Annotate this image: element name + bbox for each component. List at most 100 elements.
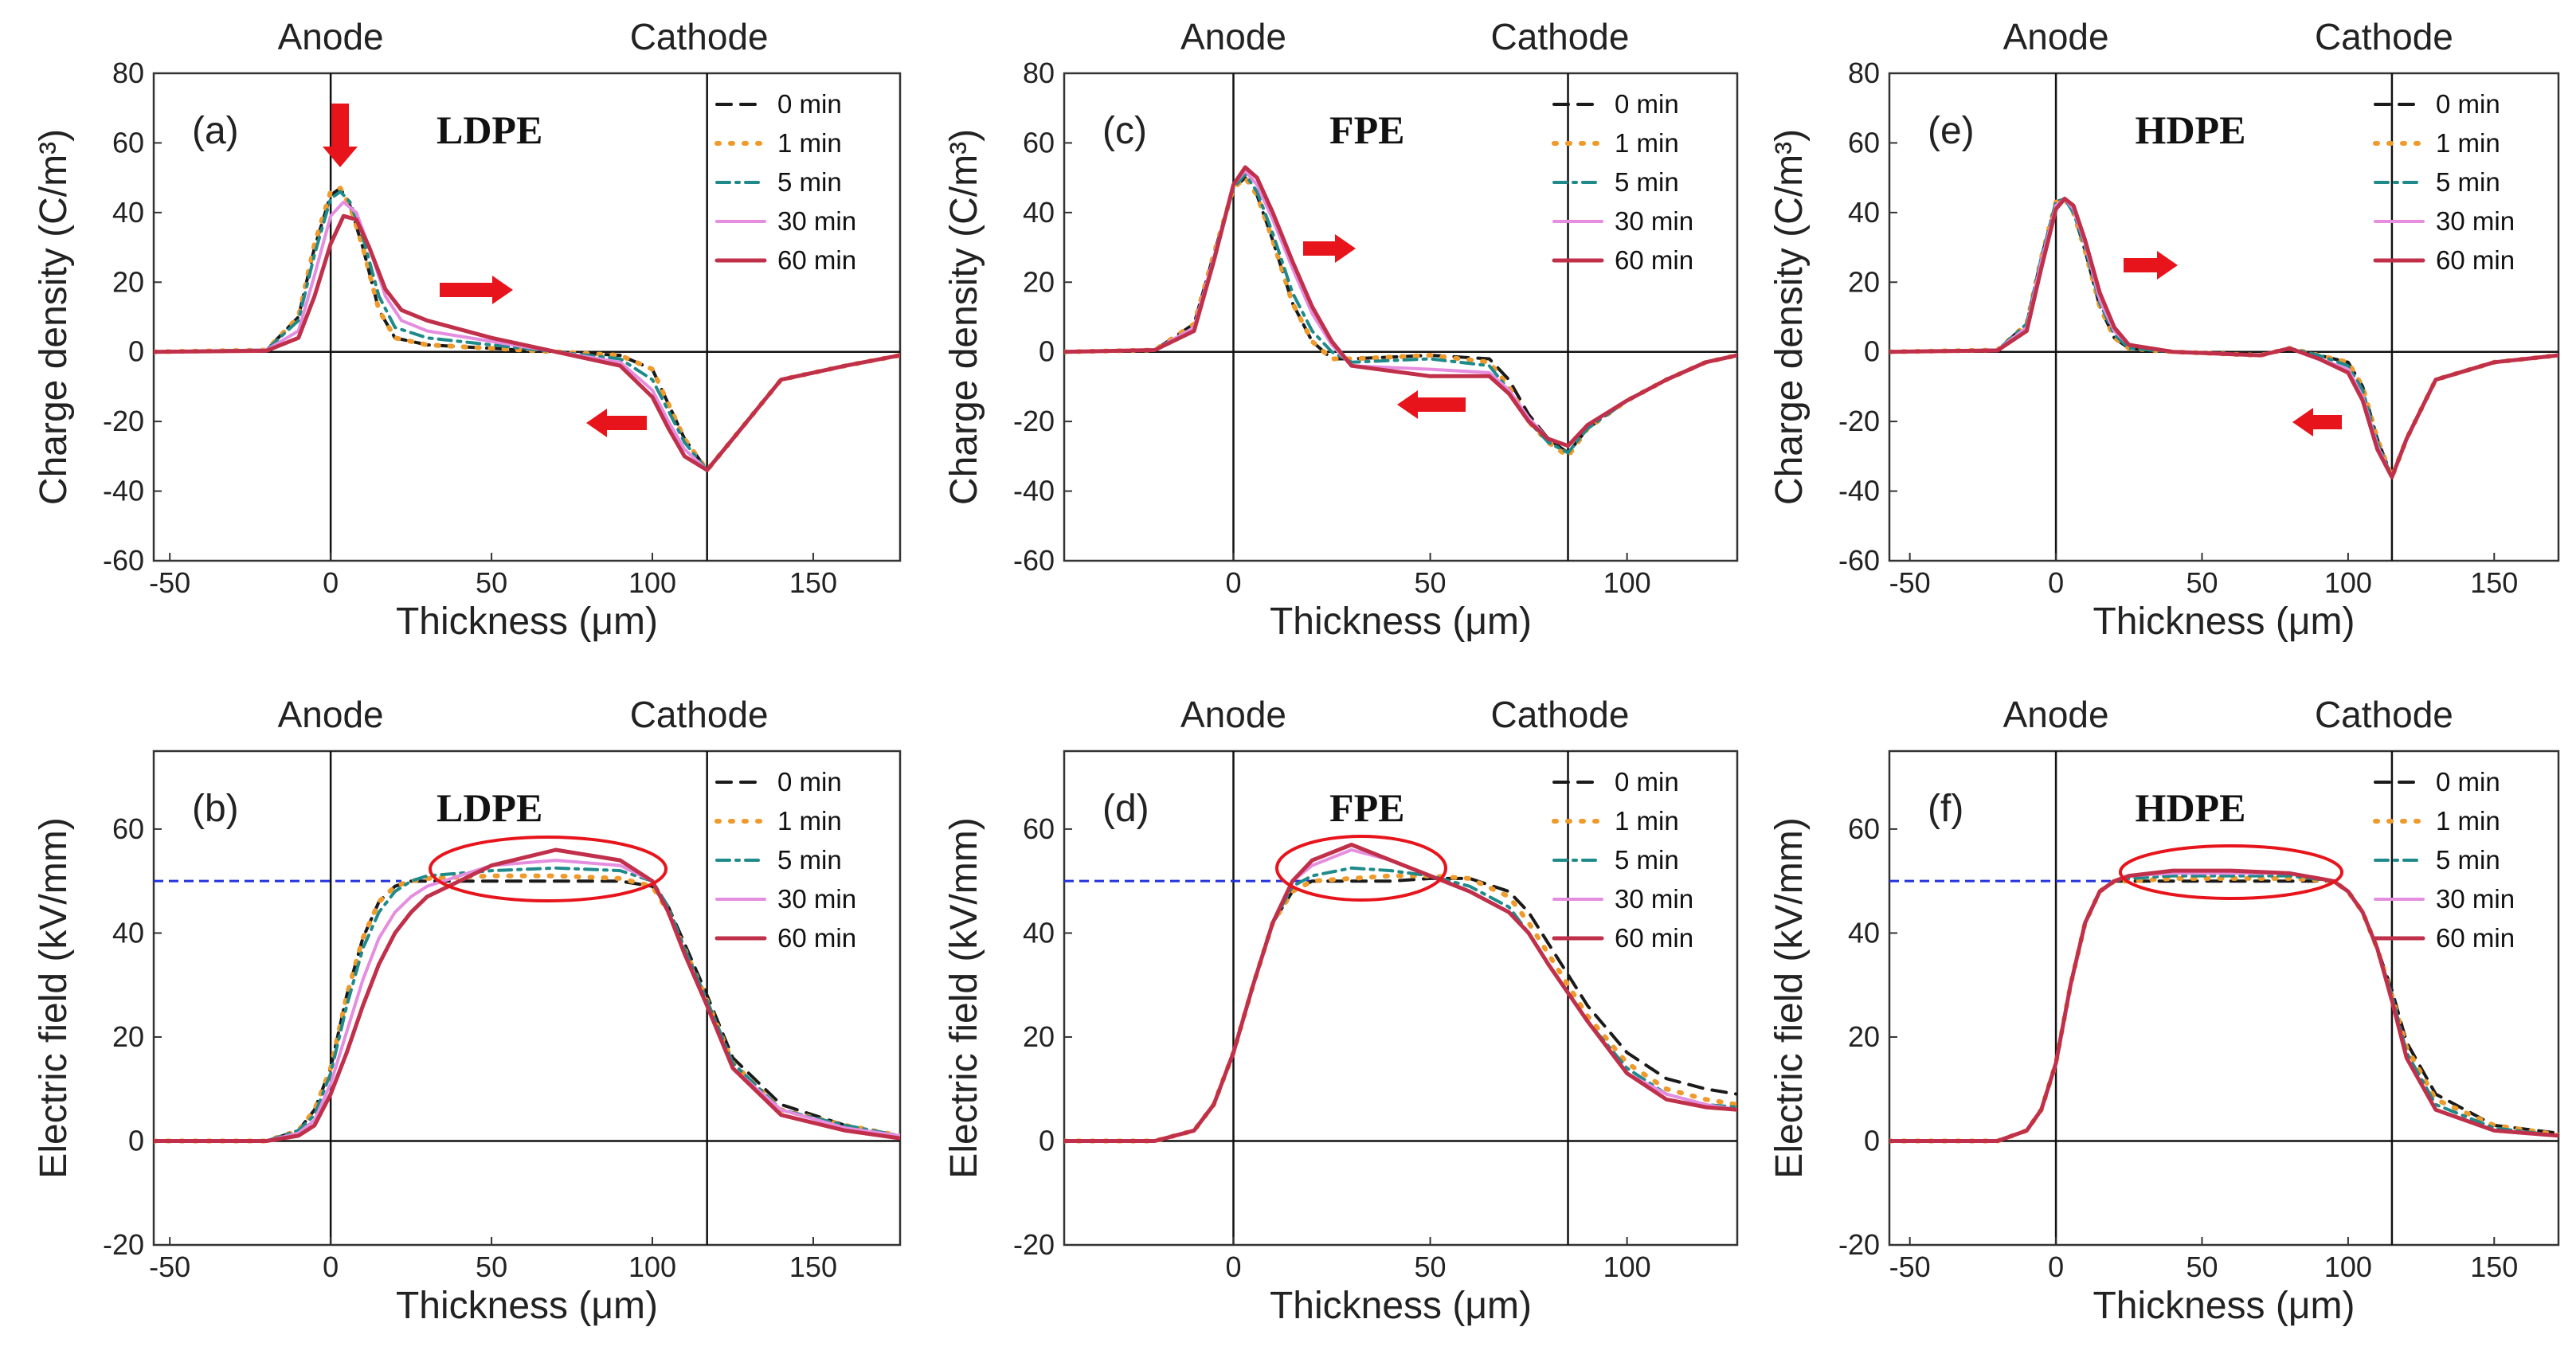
x-tick-label: 100 [1603,566,1651,599]
panel-title: HDPE [2136,108,2246,152]
y-tick-label: 20 [1023,265,1055,298]
y-tick-label: 60 [1848,126,1880,159]
y-tick-label: 40 [1023,196,1055,229]
y-tick-label: 0 [128,335,144,368]
x-tick-label: 0 [2048,566,2064,599]
x-tick-label: 0 [1225,1251,1241,1283]
series-line-30-min [154,200,900,472]
anode-label: Anode [278,16,384,57]
legend-entry: 5 min [1615,845,1679,875]
legend-entry: 30 min [777,206,856,236]
legend-entry: 60 min [777,923,856,953]
annotation-arrow [323,104,358,167]
panel-label: (b) [192,788,239,830]
y-tick-label: 60 [112,126,144,159]
series-line-0-min [154,879,900,1143]
panel-title: LDPE [437,108,542,152]
x-tick-label: 50 [2186,566,2218,599]
y-tick-label: 20 [112,1020,144,1053]
annotation-ellipse [1275,835,1447,902]
annotation-arrow [2292,408,2342,436]
plot-frame [1888,750,2560,1247]
panel-c: Anode Cathode 0 50 100 -60 -40 -20 0 20 40 60 80 Thic… [943,16,1739,643]
cathode-label: Cathode [1491,694,1630,735]
series-line-0-min [1889,197,2558,479]
panel-title: FPE [1329,108,1404,152]
x-tick-label: 0 [2048,1251,2064,1283]
anode-label: Anode [2003,694,2109,735]
cathode-label: Cathode [630,694,769,735]
series-line-30-min [1889,197,2558,479]
y-tick-label: 0 [1039,335,1055,368]
y-tick-label: 0 [128,1124,144,1157]
anode-label: Anode [1180,694,1286,735]
series-line-1-min [1889,875,2558,1144]
y-tick-label: 60 [1023,812,1055,845]
x-axis-label: Thickness (μm) [1270,601,1532,643]
plot-frame [152,750,902,1247]
legend-entry: 30 min [777,884,856,914]
annotation-ellipse [429,836,667,902]
series-line-60-min [1889,196,2558,479]
y-axis-label: Charge density (C/m³) [1768,129,1811,505]
series-line-60-min [154,847,900,1143]
legend-entry: 0 min [1615,767,1679,797]
y-tick-label: -60 [103,544,144,577]
legend-entry: 5 min [2436,167,2500,197]
panel-title: FPE [1329,785,1404,830]
y-axis-label: Charge density (C/m³) [943,129,985,505]
y-axis-label: Electric field (kV/mm) [33,817,75,1178]
panel-label: (e) [1928,110,1975,152]
x-tick-label: 150 [789,566,837,599]
series-line-0-min [1889,879,2558,1143]
x-tick-label: 0 [323,566,339,599]
y-tick-label: -40 [103,475,144,507]
annotation-arrow [1303,234,1356,263]
legend-entry: 5 min [1615,167,1679,197]
legend-entry: 30 min [1615,206,1693,236]
series-line-1-min [1889,196,2558,480]
y-tick-label: 40 [1023,916,1055,949]
plot-frame [1063,750,1739,1247]
y-axis-label: Charge density (C/m³) [33,129,75,505]
annotation-ellipse [2119,844,2343,900]
cathode-label: Cathode [2315,694,2453,735]
panel-title: HDPE [2136,785,2246,830]
panel-label: (c) [1102,110,1147,152]
x-tick-label: 0 [1225,566,1241,599]
x-tick-label: 50 [476,1251,507,1283]
legend-entry: 30 min [1615,884,1693,914]
panel-label: (f) [1928,788,1963,830]
x-axis-label: Thickness (μm) [1270,1285,1532,1327]
x-axis-label: Thickness (μm) [396,601,658,643]
y-tick-label: 60 [1023,126,1055,159]
plot-frame [152,72,902,562]
y-tick-label: -60 [1838,544,1880,577]
y-tick-label: 20 [1023,1020,1055,1053]
y-tick-label: 0 [1864,1124,1880,1157]
x-axis-label: Thickness (μm) [396,1285,658,1327]
y-tick-label: 40 [112,916,144,949]
x-tick-label: -50 [149,566,190,599]
y-tick-label: 40 [1848,916,1880,949]
panel-title: LDPE [437,785,542,830]
legend-entry: 5 min [777,167,842,197]
legend-entry: 5 min [2436,845,2500,875]
annotation-arrow [1397,390,1466,419]
panel-label: (a) [192,110,239,152]
legend-entry: 1 min [1615,806,1679,836]
legend-entry: 0 min [1615,89,1679,119]
y-tick-label: -20 [1838,405,1880,437]
anode-label: Anode [278,694,384,735]
legend-entry: 60 min [2436,923,2515,953]
y-tick-label: 20 [112,265,144,298]
legend-entry: 0 min [777,767,842,797]
y-tick-label: 20 [1848,1020,1880,1053]
cathode-label: Cathode [2315,16,2453,57]
legend-entry: 60 min [2436,245,2515,275]
annotation-arrow [440,276,513,304]
legend-entry: 0 min [2436,89,2500,119]
y-axis-label: Electric field (kV/mm) [943,817,985,1178]
x-tick-label: 100 [628,1251,676,1283]
